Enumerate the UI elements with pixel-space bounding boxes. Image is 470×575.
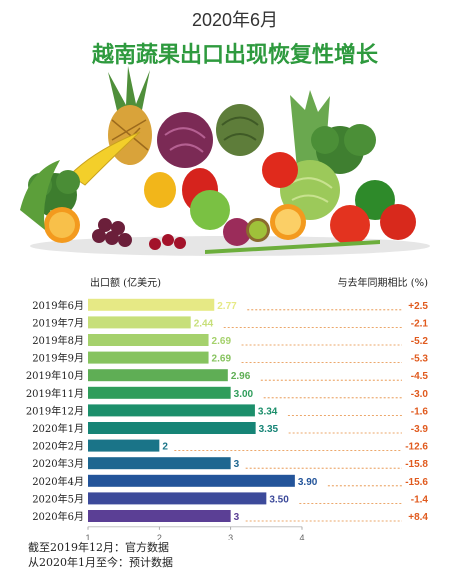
red-cabbage-icon — [157, 112, 213, 168]
yoy-change-label: -15.6 — [405, 477, 428, 488]
value-label: 3.34 — [258, 406, 278, 417]
bar — [88, 492, 267, 505]
category-label: 2019年11月 — [26, 387, 84, 400]
yoy-change-label: -15.8 — [405, 459, 428, 470]
value-label: 3 — [234, 512, 240, 523]
category-label: 2020年3月 — [32, 457, 84, 470]
chart-body: 2019年6月 2.77 +2.5 2019年7月 2.44 -2.1 2019年8月 2.6… — [26, 298, 429, 540]
category-label: 2020年4月 — [32, 475, 84, 488]
page-title: 2020年6月 — [192, 10, 278, 30]
category-label: 2019年10月 — [26, 369, 84, 382]
yoy-change-label: -5.3 — [411, 354, 429, 365]
green-apple-icon — [190, 190, 230, 230]
bar — [88, 457, 231, 470]
value-label: 3.50 — [269, 494, 289, 505]
category-label: 2020年2月 — [32, 440, 84, 453]
category-label: 2019年8月 — [32, 334, 84, 347]
value-label: 3.35 — [259, 424, 279, 435]
yoy-change-label: -12.6 — [405, 442, 428, 453]
orange-icon — [44, 207, 80, 243]
yoy-change-label: -1.4 — [411, 494, 429, 505]
category-label: 2020年1月 — [32, 422, 84, 435]
tomato-icon — [262, 152, 298, 188]
bar — [88, 474, 295, 487]
yellow-pepper-icon — [144, 172, 176, 208]
kiwi-icon — [246, 218, 270, 242]
value-label: 2.44 — [194, 318, 214, 329]
lettuce-icon — [20, 160, 60, 230]
value-label: 3.90 — [298, 477, 318, 488]
x-tick-label: 3 — [228, 533, 233, 540]
value-label: 2.69 — [212, 354, 232, 365]
footnote-estimated: 从2020年1月至今：预计数据 — [28, 556, 173, 569]
page-headline: 越南蔬果出口出现恢复性增长 — [91, 42, 379, 68]
yoy-change-label: +8.4 — [408, 512, 428, 523]
value-label: 2.96 — [231, 371, 251, 382]
bar — [88, 298, 215, 311]
red-onion-icon — [223, 218, 251, 246]
orange-icon — [270, 204, 306, 240]
vegetable-fruit-illustration: 2020年6月 越南蔬果出口出现恢复性增长 — [20, 10, 430, 256]
yoy-change-label: -5.2 — [411, 336, 429, 347]
tomato-icon — [380, 204, 416, 240]
x-tick-label: 4 — [299, 533, 304, 540]
bar — [88, 439, 160, 452]
yoy-change-label: +2.5 — [408, 301, 428, 312]
tomato-icon — [330, 205, 370, 245]
export-bar-chart: 出口额 (亿美元) 与去年同期相比 (%) 2019年6月 2.77 +2.5201… — [26, 276, 429, 540]
bar — [88, 316, 191, 329]
bar — [88, 334, 209, 346]
bar — [88, 422, 256, 434]
right-axis-caption: 与去年同期相比 (%) — [338, 276, 429, 289]
value-label: 2.77 — [217, 301, 237, 312]
grapes-icon — [92, 218, 132, 247]
left-axis-caption: 出口额 (亿美元) — [90, 276, 161, 289]
bar — [88, 404, 255, 417]
yoy-change-label: -2.1 — [411, 318, 429, 329]
header-illustration: 2020年6月 越南蔬果出口出现恢复性增长 — [0, 0, 470, 270]
banana-icon — [69, 131, 141, 186]
category-label: 2020年5月 — [32, 492, 84, 505]
footnotes: 截至2019年12月：官方数据 从2020年1月至今：预计数据 — [28, 540, 448, 570]
bar — [88, 510, 231, 522]
bar — [88, 351, 209, 364]
value-label: 3.00 — [234, 389, 254, 400]
yoy-change-label: -4.5 — [411, 371, 429, 382]
category-label: 2020年6月 — [32, 510, 84, 523]
category-label: 2019年7月 — [32, 316, 84, 329]
category-label: 2019年12月 — [26, 404, 84, 417]
broccoli-icon — [311, 124, 376, 174]
yoy-change-label: -3.0 — [411, 389, 429, 400]
value-label: 2.69 — [212, 336, 232, 347]
scallion-icon — [205, 240, 380, 254]
value-label: 3 — [234, 459, 240, 470]
artichoke-icon — [216, 104, 264, 156]
category-label: 2019年9月 — [32, 352, 84, 365]
yoy-change-label: -3.9 — [411, 424, 429, 435]
cherries-icon — [149, 234, 186, 250]
yoy-change-label: -1.6 — [411, 406, 429, 417]
x-tick-label: 1 — [85, 533, 90, 540]
footnote-official: 截至2019年12月：官方数据 — [28, 541, 169, 554]
category-label: 2019年6月 — [32, 299, 84, 312]
x-tick-label: 2 — [157, 533, 162, 540]
value-label: 2 — [162, 442, 168, 453]
bar — [88, 369, 228, 382]
bar — [88, 386, 231, 399]
